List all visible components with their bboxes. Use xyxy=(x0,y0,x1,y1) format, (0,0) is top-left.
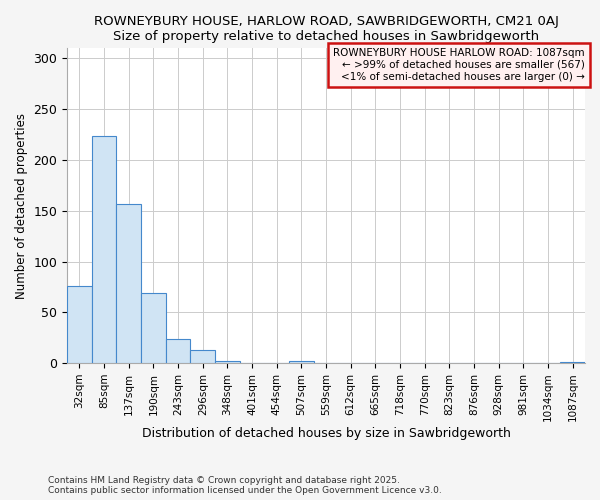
Bar xyxy=(92,136,116,363)
Bar xyxy=(560,362,585,363)
Bar xyxy=(67,286,92,363)
Title: ROWNEYBURY HOUSE, HARLOW ROAD, SAWBRIDGEWORTH, CM21 0AJ
Size of property relativ: ROWNEYBURY HOUSE, HARLOW ROAD, SAWBRIDGE… xyxy=(94,15,559,43)
X-axis label: Distribution of detached houses by size in Sawbridgeworth: Distribution of detached houses by size … xyxy=(142,427,511,440)
Y-axis label: Number of detached properties: Number of detached properties xyxy=(15,112,28,298)
Bar xyxy=(166,338,190,363)
Bar xyxy=(116,204,141,363)
Bar xyxy=(141,293,166,363)
Bar xyxy=(289,361,314,363)
Text: Contains HM Land Registry data © Crown copyright and database right 2025.
Contai: Contains HM Land Registry data © Crown c… xyxy=(48,476,442,495)
Text: ROWNEYBURY HOUSE HARLOW ROAD: 1087sqm
← >99% of detached houses are smaller (567: ROWNEYBURY HOUSE HARLOW ROAD: 1087sqm ← … xyxy=(334,48,585,82)
Bar xyxy=(215,361,240,363)
Bar xyxy=(190,350,215,363)
